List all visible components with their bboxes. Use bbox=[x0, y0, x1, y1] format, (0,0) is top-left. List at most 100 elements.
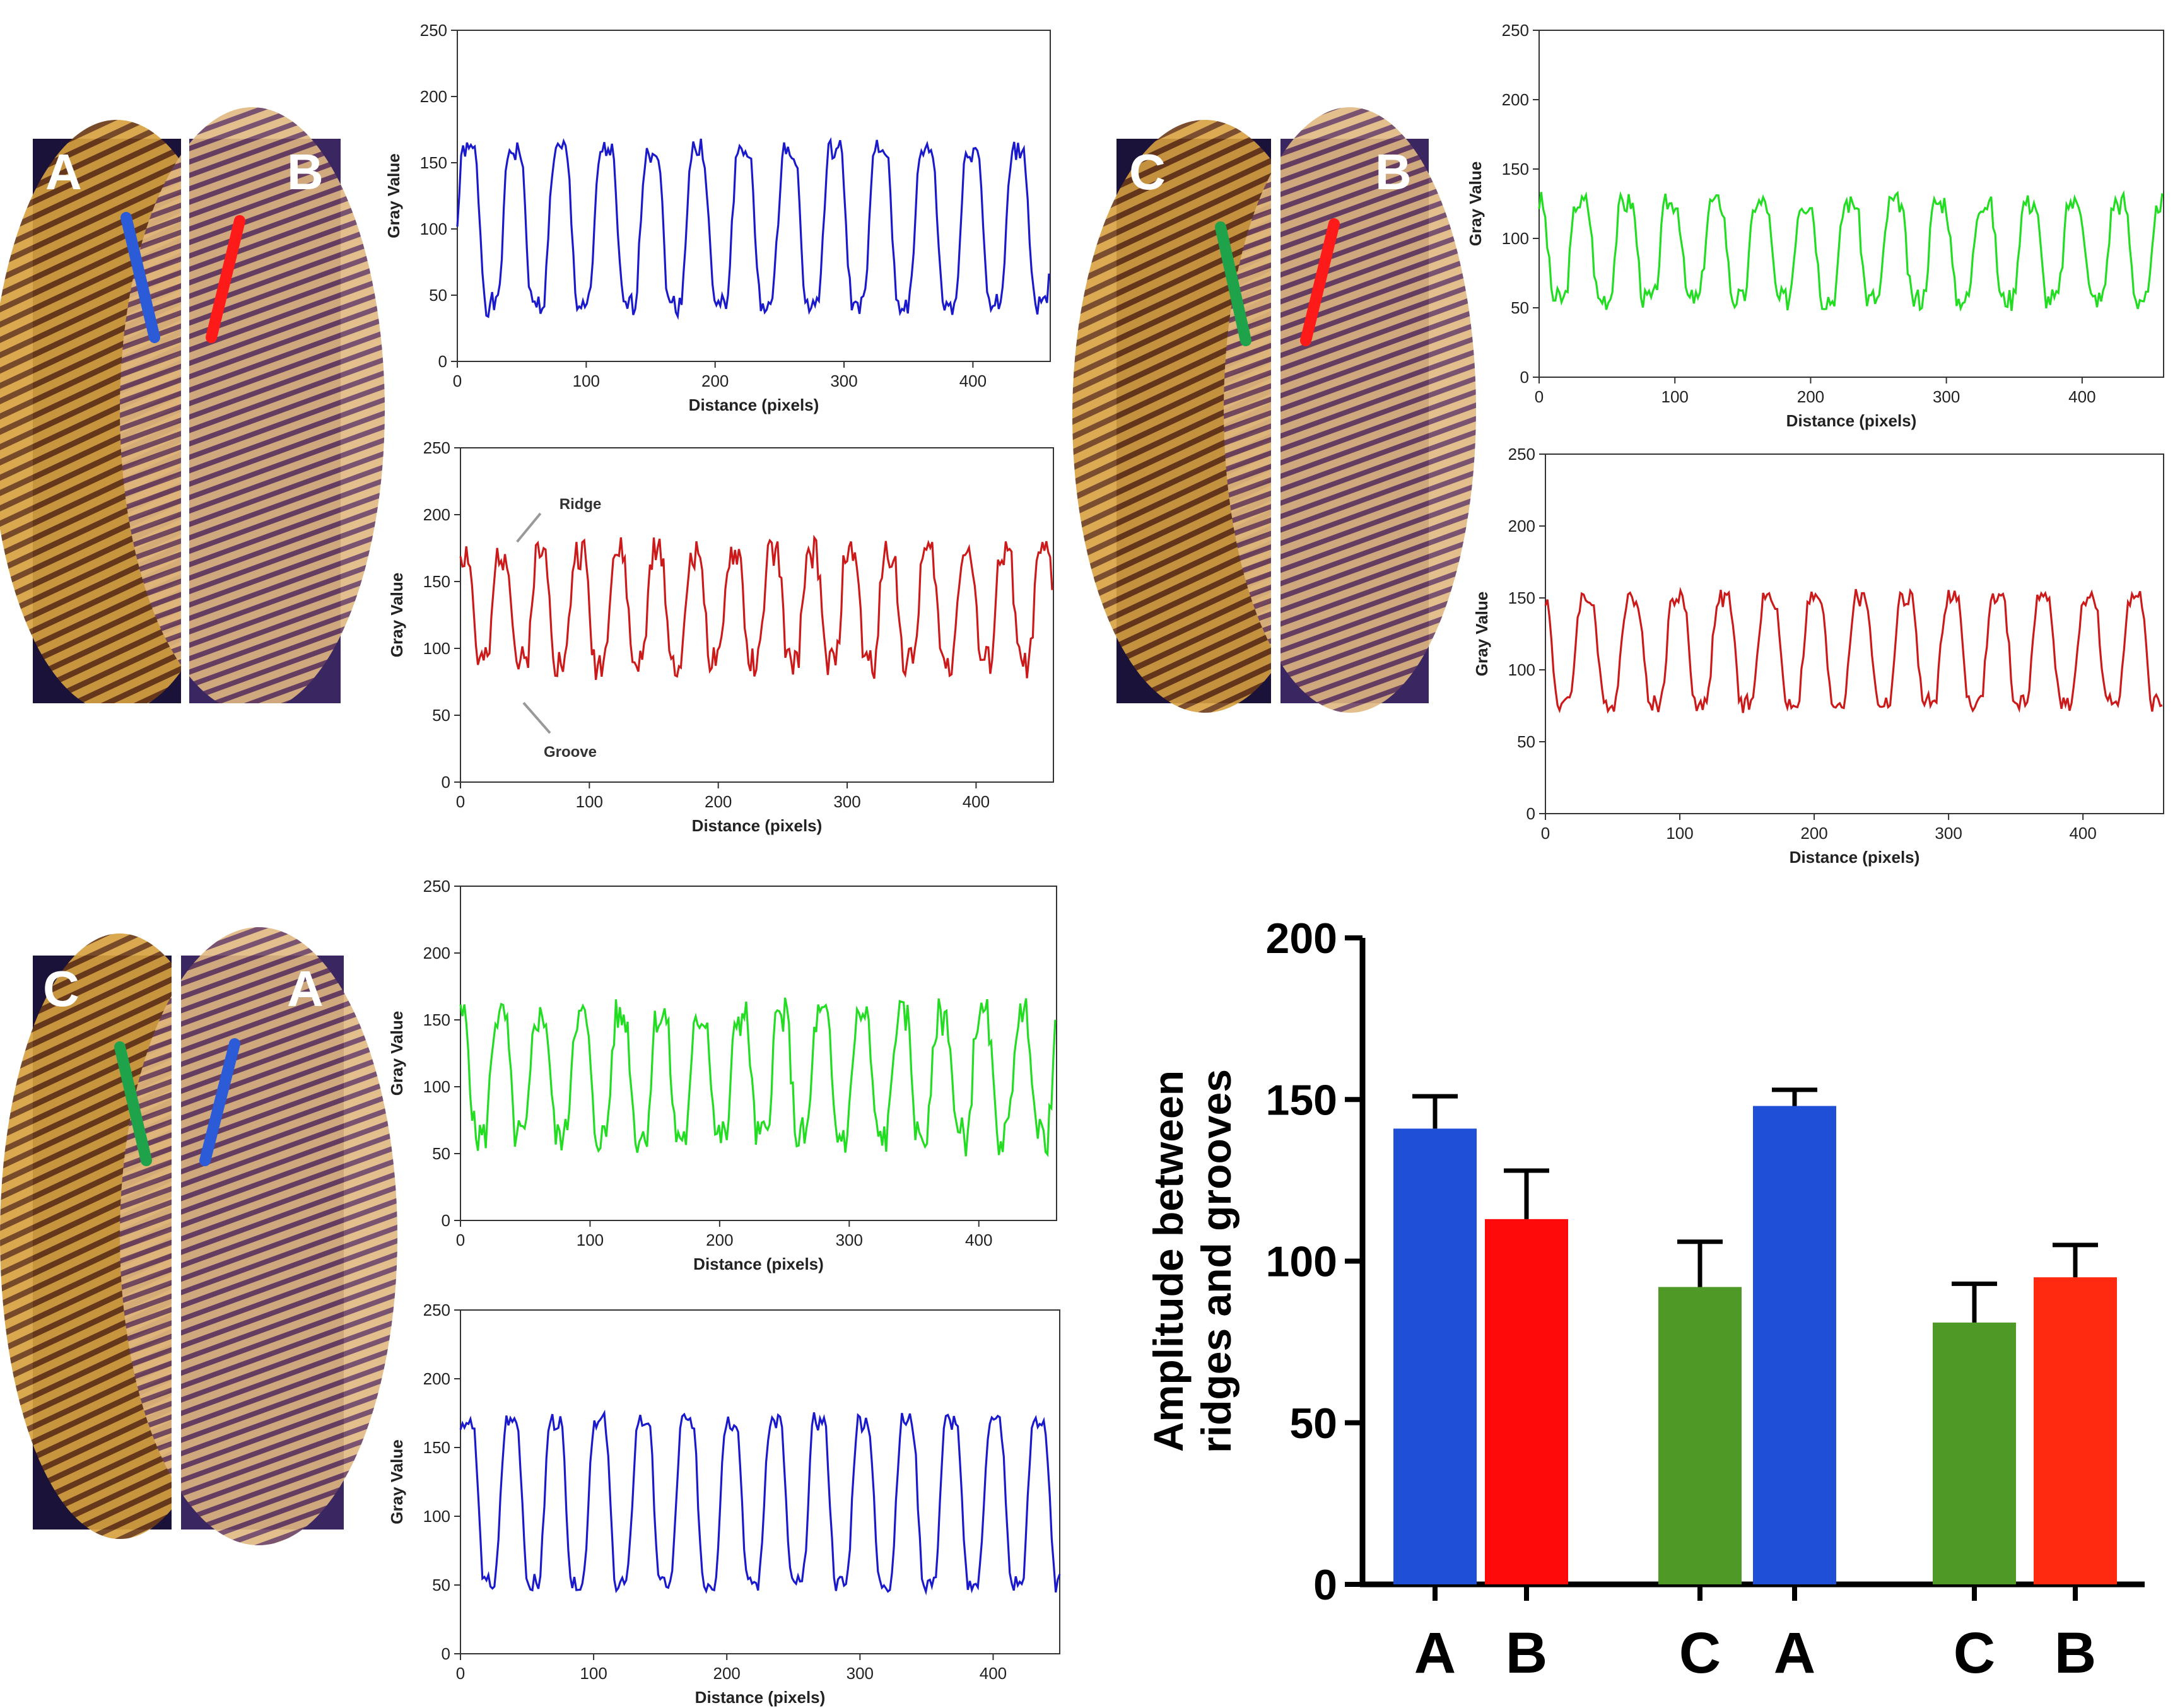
sample-line-green bbox=[1215, 221, 1251, 346]
x-axis-label: Distance (pixels) bbox=[692, 816, 823, 835]
bar-y-tick-label: 150 bbox=[1266, 1076, 1337, 1124]
bar-category-label: A bbox=[1414, 1621, 1456, 1685]
y-tick-label: 100 bbox=[423, 1077, 450, 1096]
x-tick-label: 200 bbox=[705, 792, 732, 811]
bar-category-label: B bbox=[2054, 1621, 2096, 1685]
x-tick-label: 200 bbox=[1797, 387, 1824, 406]
x-tick-label: 300 bbox=[847, 1664, 874, 1683]
plot-frame bbox=[457, 30, 1051, 362]
x-tick-label: 200 bbox=[1800, 824, 1827, 843]
annotation-groove: Groove bbox=[544, 744, 597, 761]
x-tick-label: 400 bbox=[965, 1231, 992, 1249]
annotation-ridge: Ridge bbox=[560, 496, 602, 513]
profile-line bbox=[459, 997, 1057, 1157]
x-tick-label: 0 bbox=[1541, 824, 1550, 843]
y-tick-label: 0 bbox=[442, 773, 450, 792]
fingerprint-panel-top-left: A B bbox=[0, 107, 391, 716]
y-tick-label: 0 bbox=[1520, 368, 1529, 387]
y-tick-label: 250 bbox=[423, 438, 450, 457]
y-tick-label: 200 bbox=[1508, 517, 1535, 535]
bar-category-label: C bbox=[1679, 1621, 1721, 1685]
y-tick-label: 100 bbox=[1502, 229, 1529, 248]
y-tick-label: 0 bbox=[442, 1644, 450, 1663]
y-axis-label: Gray Value bbox=[384, 153, 403, 238]
sample-line-red bbox=[206, 215, 245, 343]
x-axis-label: Distance (pixels) bbox=[1786, 411, 1917, 430]
x-tick-label: 400 bbox=[2069, 824, 2096, 843]
sample-line-blue bbox=[199, 1038, 240, 1166]
x-tick-label: 200 bbox=[706, 1231, 733, 1249]
x-tick-label: 0 bbox=[456, 792, 465, 811]
x-tick-label: 400 bbox=[959, 371, 987, 390]
fingerprint-label-c: C bbox=[43, 961, 79, 1017]
fingerprint-label-c: C bbox=[1129, 144, 1166, 200]
fingerprint-label-a: A bbox=[45, 144, 82, 200]
profile-plot-b-red-right: 0 50 100 150 200 250 0 100 200 300 400 Distance (pi… bbox=[1472, 445, 2164, 867]
y-axis-label: Gray Value bbox=[387, 1011, 406, 1096]
x-tick-label: 200 bbox=[701, 371, 729, 390]
x-tick-label: 300 bbox=[833, 792, 860, 811]
bar-category-label: A bbox=[1774, 1621, 1815, 1685]
y-axis-label: Gray Value bbox=[1466, 161, 1485, 246]
bar bbox=[2034, 1277, 2117, 1584]
plot-frame bbox=[460, 886, 1057, 1221]
bar bbox=[1393, 1128, 1477, 1584]
y-tick-label: 150 bbox=[420, 153, 447, 172]
bar bbox=[1753, 1106, 1836, 1584]
x-tick-label: 300 bbox=[1933, 387, 1960, 406]
bar-category-label: C bbox=[1954, 1621, 1995, 1685]
profile-line bbox=[459, 1409, 1061, 1596]
y-tick-label: 250 bbox=[1502, 21, 1529, 40]
bar-y-tick-label: 100 bbox=[1266, 1238, 1337, 1286]
sample-line-green bbox=[114, 1041, 152, 1166]
fingerprint-label-a: A bbox=[287, 961, 324, 1017]
x-axis-label: Distance (pixels) bbox=[693, 1255, 824, 1273]
bar bbox=[1485, 1219, 1568, 1584]
annotation-arrow bbox=[516, 512, 542, 543]
y-tick-label: 50 bbox=[432, 706, 450, 725]
y-tick-label: 200 bbox=[420, 87, 447, 106]
profile-plot-a-blue-bottom: 0 50 100 150 200 250 0 100 200 300 400 Distance (pi… bbox=[387, 1301, 1061, 1707]
x-tick-label: 100 bbox=[576, 792, 603, 811]
y-tick-label: 250 bbox=[1508, 445, 1535, 464]
profile-plot-c-green-top: 0 50 100 150 200 250 0 100 200 300 400 Distance (pi… bbox=[1466, 21, 2164, 430]
y-tick-label: 100 bbox=[423, 639, 450, 658]
x-tick-label: 400 bbox=[963, 792, 990, 811]
y-tick-label: 250 bbox=[420, 21, 447, 40]
x-tick-label: 100 bbox=[1661, 387, 1689, 406]
y-axis-label: Gray Value bbox=[387, 1439, 406, 1524]
profile-line bbox=[456, 137, 1050, 320]
y-tick-label: 50 bbox=[1517, 732, 1535, 751]
x-tick-label: 300 bbox=[836, 1231, 863, 1249]
plot-frame bbox=[460, 447, 1054, 783]
x-tick-label: 300 bbox=[1935, 824, 1962, 843]
y-tick-label: 100 bbox=[423, 1507, 450, 1526]
fingerprint-label-b: B bbox=[1375, 144, 1412, 200]
amplitude-bar-chart: 0 50 100 150 200 Amplitude betweenridges and … bbox=[1145, 915, 2145, 1685]
x-axis-label: Distance (pixels) bbox=[695, 1688, 826, 1707]
y-tick-label: 0 bbox=[438, 352, 447, 371]
profile-line bbox=[1544, 587, 2163, 714]
profile-line bbox=[1538, 190, 2164, 312]
y-tick-label: 0 bbox=[1527, 804, 1535, 823]
x-tick-label: 0 bbox=[453, 371, 462, 390]
bar-y-tick-label: 0 bbox=[1313, 1561, 1337, 1609]
y-tick-label: 150 bbox=[1508, 588, 1535, 607]
y-tick-label: 200 bbox=[423, 1369, 450, 1388]
bar bbox=[1933, 1322, 2016, 1584]
y-tick-label: 150 bbox=[423, 1010, 450, 1029]
y-tick-label: 100 bbox=[420, 219, 447, 238]
y-tick-label: 150 bbox=[1502, 160, 1529, 178]
sample-line-red bbox=[1300, 218, 1340, 346]
y-tick-label: 150 bbox=[423, 1438, 450, 1457]
sample-line-blue bbox=[120, 212, 160, 343]
y-tick-label: 50 bbox=[432, 1144, 450, 1163]
x-tick-label: 400 bbox=[980, 1664, 1007, 1683]
y-tick-label: 200 bbox=[423, 505, 450, 524]
y-tick-label: 50 bbox=[1511, 298, 1529, 317]
y-tick-label: 100 bbox=[1508, 660, 1535, 679]
x-tick-label: 300 bbox=[830, 371, 857, 390]
y-tick-label: 200 bbox=[423, 944, 450, 962]
fingerprint-panel-bottom-left: C A bbox=[0, 927, 397, 1545]
